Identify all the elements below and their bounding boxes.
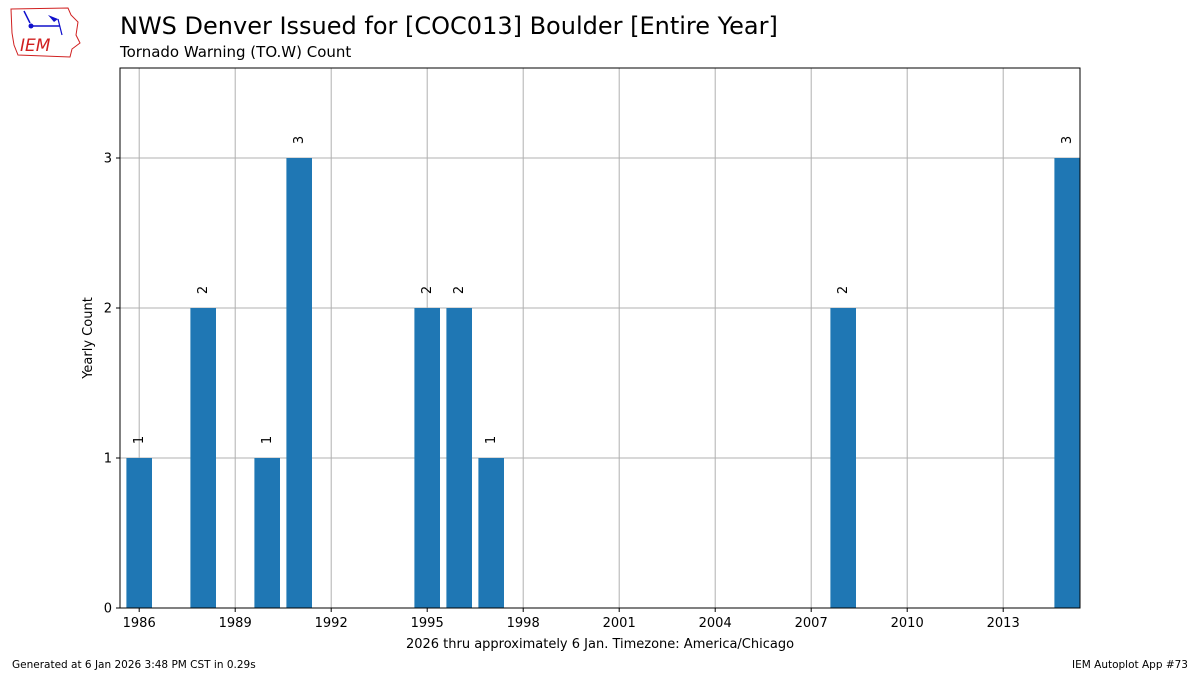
y-tick-label: 3	[104, 152, 112, 167]
bar-2015	[1054, 158, 1080, 608]
bar-2008	[830, 308, 856, 608]
y-tick-label: 1	[104, 452, 112, 467]
x-tick-label: 2007	[795, 616, 828, 631]
y-tick-label: 2	[104, 302, 112, 317]
y-axis-label: Yearly Count	[81, 297, 96, 380]
plot-frame	[119, 67, 1081, 609]
x-tick-label: 1989	[219, 616, 252, 631]
x-tick-label: 1998	[507, 616, 540, 631]
bar-value-label: 2	[420, 286, 435, 294]
logo-text: IEM	[20, 36, 51, 56]
x-tick-label: 2001	[603, 616, 636, 631]
x-axis-label: 2026 thru approximately 6 Jan. Timezone:…	[406, 637, 794, 652]
bar-value-label: 2	[196, 286, 211, 294]
data-labels: 1 2 1 3 2 2 1 2 3	[132, 136, 1075, 444]
x-tick-label: 1995	[411, 616, 444, 631]
bar-1996	[446, 308, 472, 608]
bars	[126, 158, 1080, 608]
x-tick-label: 2010	[891, 616, 924, 631]
x-tick-label: 2004	[699, 616, 732, 631]
bar-value-label: 1	[260, 436, 275, 444]
bar-value-label: 1	[484, 436, 499, 444]
iem-logo-icon: IEM	[10, 7, 81, 58]
bar-1990	[254, 458, 280, 608]
bar-value-label: 2	[452, 286, 467, 294]
footer-generated-text: Generated at 6 Jan 2026 3:48 PM CST in 0…	[12, 659, 256, 671]
bar-1997	[478, 458, 504, 608]
bar-value-label: 3	[1060, 136, 1075, 144]
bar-1986	[126, 458, 152, 608]
footer-app-text: IEM Autoplot App #73	[1072, 659, 1188, 671]
x-tick-label: 1986	[123, 616, 156, 631]
bar-1991	[286, 158, 312, 608]
chart-subtitle: Tornado Warning (TO.W) Count	[120, 43, 352, 61]
bar-value-label: 3	[292, 136, 307, 144]
x-tick-label: 1992	[315, 616, 348, 631]
bar-1995	[414, 308, 440, 608]
x-tick-label: 2013	[987, 616, 1020, 631]
bar-value-label: 2	[836, 286, 851, 294]
bar-value-label: 1	[132, 436, 147, 444]
chart-title: NWS Denver Issued for [COC013] Boulder […	[120, 12, 778, 40]
y-tick-label: 0	[104, 602, 112, 617]
axis-ticks: 1986 1989 1992 1995 1998 2001 2004 2007 2010 2013…	[104, 152, 1020, 632]
bar-1988	[190, 308, 216, 608]
iem-logo: IEM	[8, 5, 82, 59]
